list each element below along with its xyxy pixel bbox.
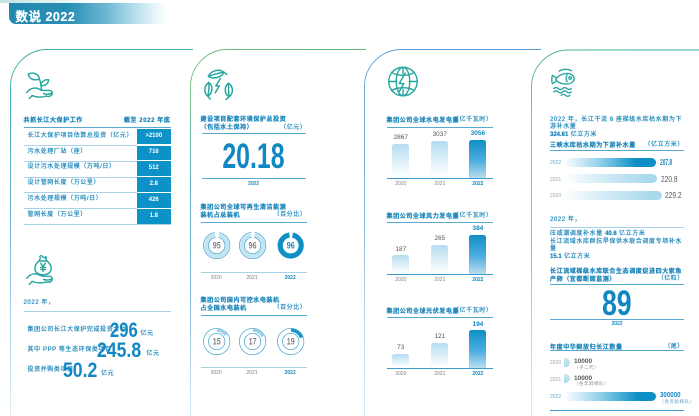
svg-text:19: 19 [286,337,294,347]
svg-text:15: 15 [212,337,220,347]
svg-text:96: 96 [286,241,294,251]
svg-text:17: 17 [248,337,256,347]
svg-text:95: 95 [212,241,220,251]
svg-text:96: 96 [248,241,256,251]
